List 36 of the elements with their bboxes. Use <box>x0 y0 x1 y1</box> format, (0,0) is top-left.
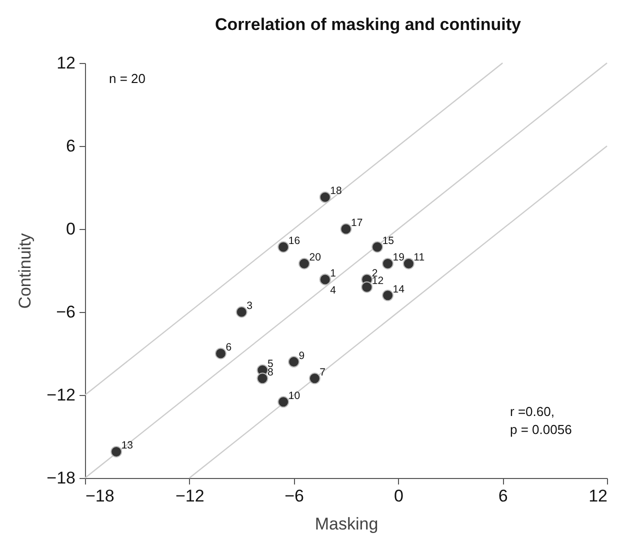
annotation: n = 20 <box>109 71 146 86</box>
y-tick-label: −6 <box>56 302 76 322</box>
annotation: 10 <box>288 390 300 402</box>
x-tick-label: −18 <box>86 486 114 506</box>
y-tick-label: −12 <box>46 386 76 404</box>
annotation: 17 <box>351 217 363 229</box>
annotation: 4 <box>330 284 336 296</box>
y-tick-label: 6 <box>66 136 76 156</box>
chart-title: Correlation of masking and continuity <box>214 15 522 34</box>
y-tick-label: 0 <box>66 220 76 238</box>
annotation: 3 <box>246 300 253 312</box>
x-tick-label: −12 <box>175 486 204 506</box>
x-axis-title: Masking <box>314 514 378 534</box>
x-tick-label: 6 <box>498 486 508 506</box>
annotation: 11 <box>414 252 425 264</box>
annotation: 1 <box>330 267 336 280</box>
annotation: 12 <box>372 275 384 288</box>
y-tick-label: −18 <box>46 468 76 488</box>
annotation: 16 <box>288 234 300 247</box>
annotation: 6 <box>226 342 232 354</box>
y-axis-title: Continuity <box>16 232 35 309</box>
y-tick-label: 12 <box>56 54 76 72</box>
annotation: 7 <box>320 366 326 378</box>
annotation: 19 <box>392 252 405 264</box>
x-tick-label: −6 <box>284 486 304 506</box>
annotation: 8 <box>267 366 274 378</box>
x-tick-label: 12 <box>588 486 608 506</box>
annotation: p = 0.0056 <box>510 422 572 437</box>
annotation: 15 <box>382 234 394 247</box>
annotation: 18 <box>330 185 342 198</box>
annotation: r =0.60, <box>510 404 554 419</box>
annotation: 13 <box>121 440 134 452</box>
annotation: 14 <box>392 283 405 296</box>
annotation: 20 <box>309 252 322 264</box>
x-tick-label: 0 <box>394 486 404 506</box>
annotation: 9 <box>298 350 305 362</box>
